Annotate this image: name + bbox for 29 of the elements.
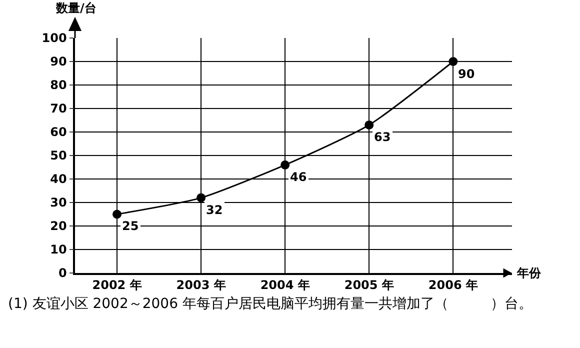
data-label: 63 [374, 130, 391, 144]
y-tick-label: 0 [58, 266, 67, 280]
x-tick-label: 2004 年 [260, 278, 310, 292]
data-label: 46 [290, 170, 307, 184]
point [112, 210, 122, 219]
data-label: 25 [122, 219, 139, 233]
x-tick-label: 2003 年 [176, 278, 226, 292]
y-tick-label: 60 [50, 125, 67, 140]
y-tick-label: 50 [50, 148, 67, 163]
x-axis-title: 年份 [516, 266, 542, 280]
x-tick-label: 2005 年 [344, 278, 394, 292]
point [196, 193, 206, 202]
data-label: 32 [206, 203, 223, 217]
y-axis-title: 数量/台 [55, 1, 96, 15]
text: (1) 友谊小区 2002～2006 年每百户居民电脑平均拥有量一共增加了（ ）台。 [8, 295, 534, 314]
point [280, 160, 290, 170]
y-tick-label: 10 [50, 242, 67, 257]
y-tick-label: 40 [50, 172, 67, 186]
x-tick-label: 2002 年 [92, 278, 142, 292]
y-tick-label: 80 [50, 78, 67, 92]
point [364, 120, 374, 130]
x-tick-label: 2006 年 [428, 278, 478, 292]
data-label: 90 [458, 67, 475, 81]
y-tick-label: 20 [50, 219, 67, 234]
y-tick-label: 100 [42, 31, 67, 46]
point [448, 57, 458, 66]
y-tick-label: 70 [50, 102, 67, 116]
y-tick-label: 90 [50, 54, 67, 69]
y-tick-label: 30 [50, 196, 67, 210]
